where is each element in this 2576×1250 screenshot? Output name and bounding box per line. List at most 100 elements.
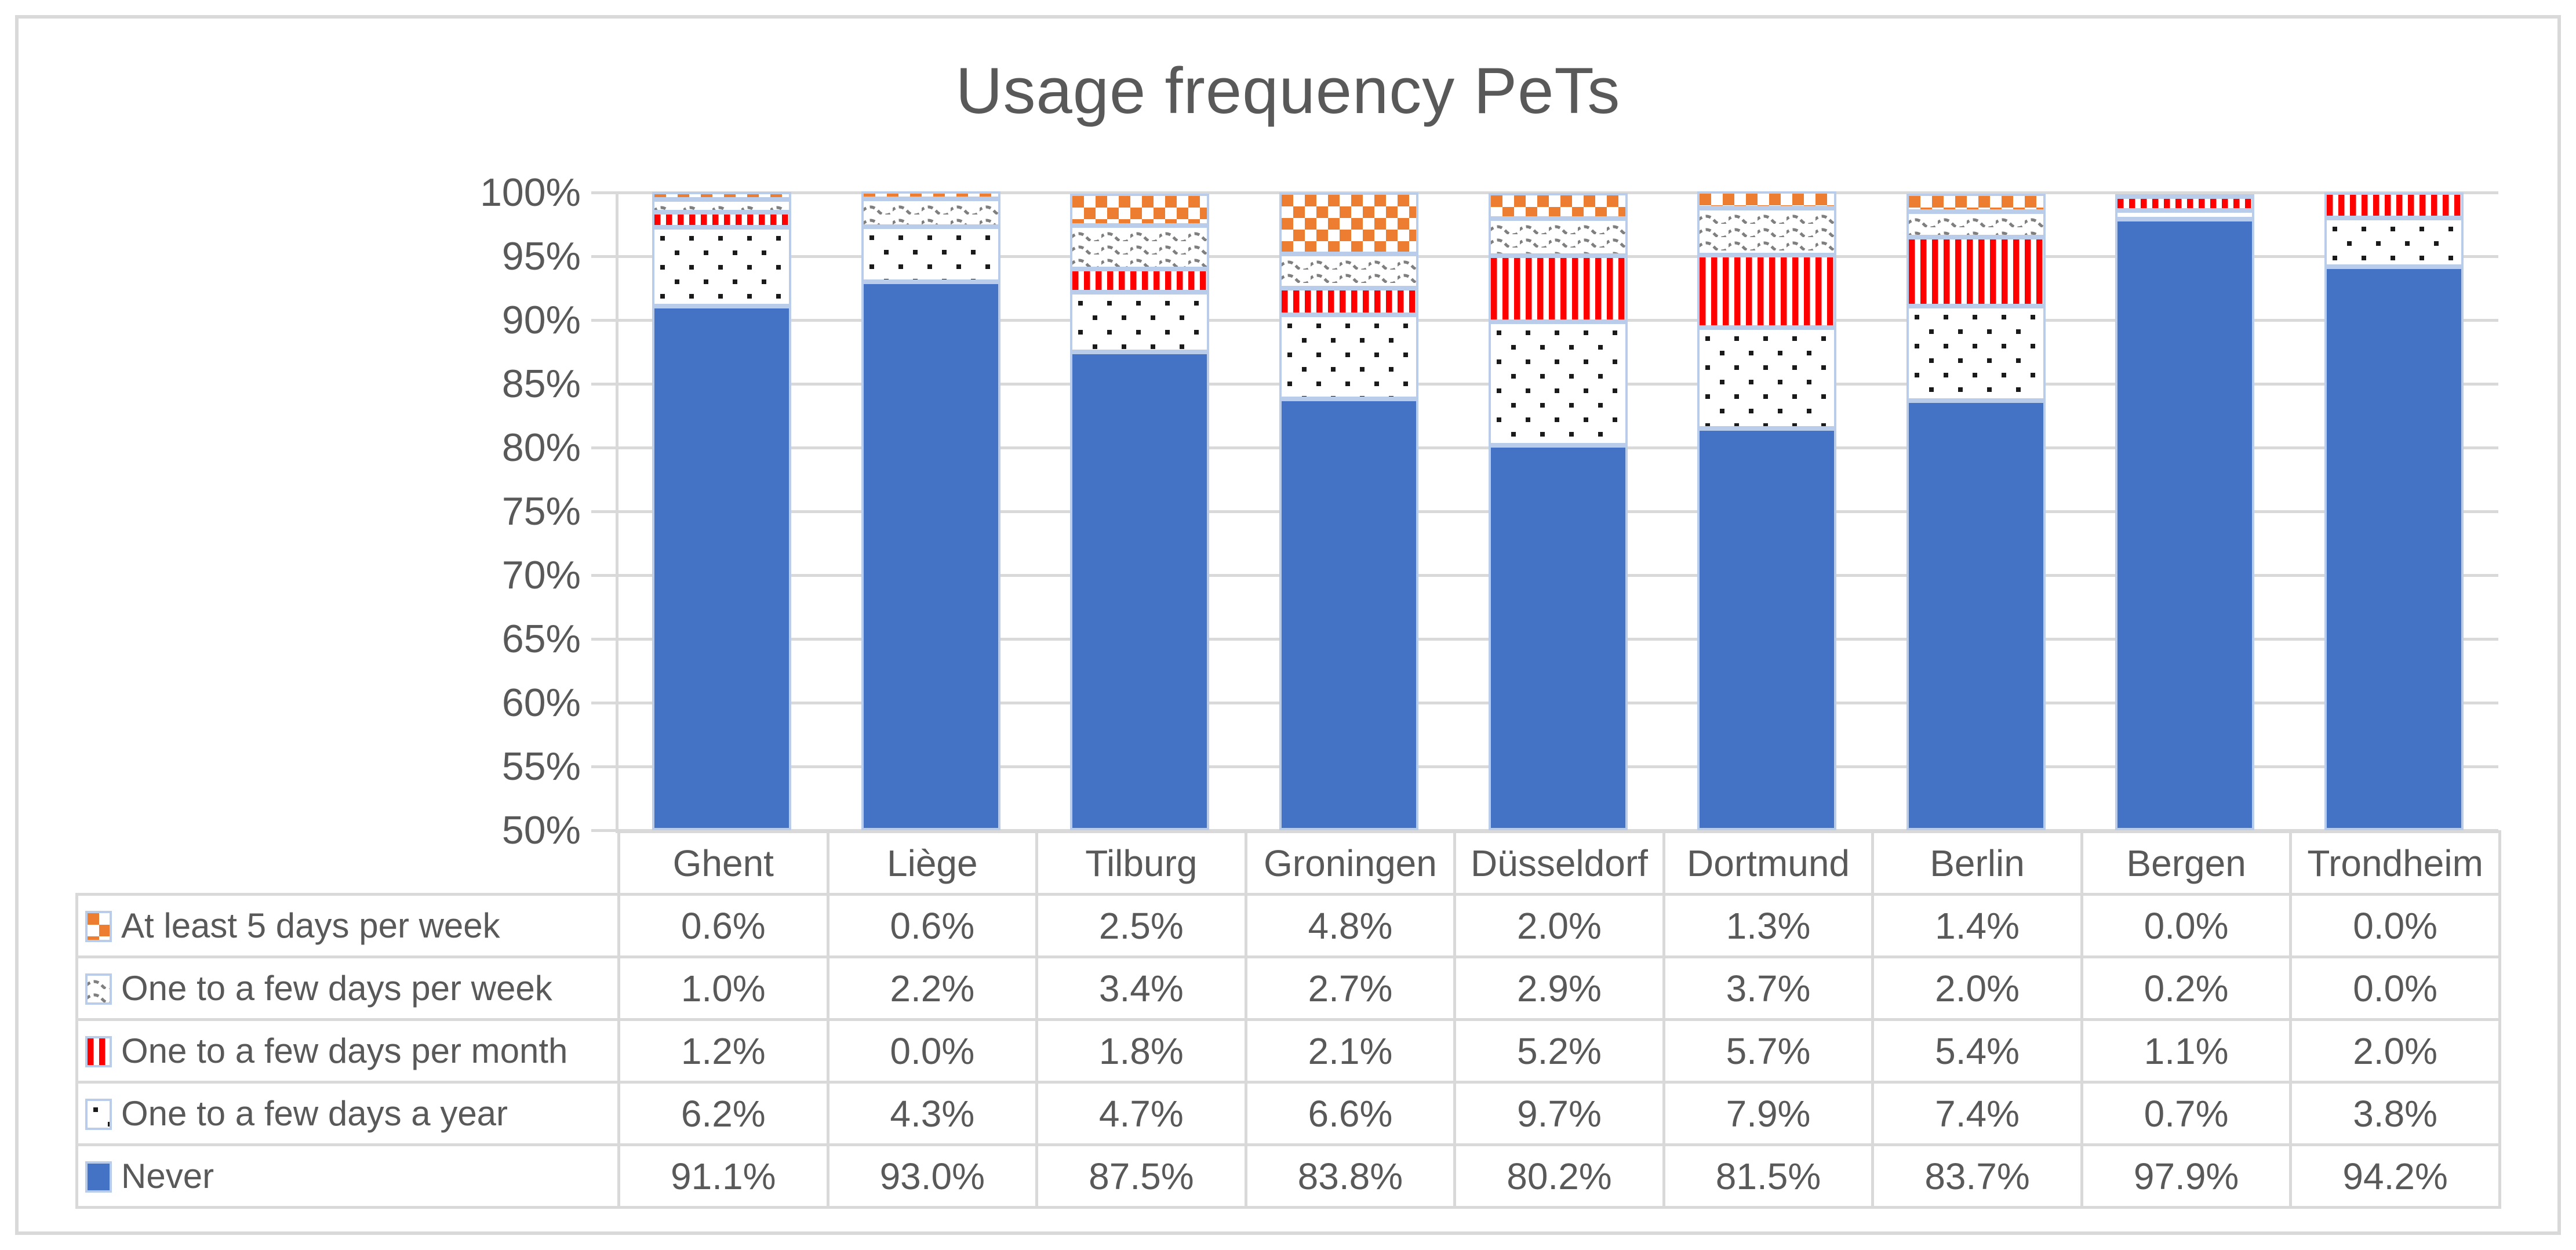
bar-segment-solid-ghent — [652, 306, 791, 830]
value-cell: 9.7% — [1453, 1081, 1665, 1146]
bar-segment-checker-groningen — [1279, 192, 1418, 254]
value-cell: 4.8% — [1244, 893, 1457, 958]
value-cell: 0.0% — [2289, 955, 2501, 1021]
dots-pattern-fill — [864, 229, 998, 279]
legend-swatch-solid-icon — [85, 1161, 112, 1193]
dots-pattern-fill — [2117, 213, 2252, 217]
bar-segment-checker-tilburg — [1070, 194, 1209, 226]
value-cell: 80.2% — [1453, 1143, 1665, 1209]
legend-label: At least 5 days per week — [121, 906, 500, 945]
bar-segment-stripes-düsseldorf — [1489, 256, 1628, 322]
value-cell: 83.7% — [1871, 1143, 2083, 1209]
checker-pattern-fill — [1282, 195, 1416, 252]
value-cell: 81.5% — [1662, 1143, 1875, 1209]
y-axis-label: 75% — [501, 489, 581, 533]
value-cell: 0.7% — [2080, 1081, 2293, 1146]
legend-cell: One to a few days per month — [75, 1018, 620, 1084]
y-axis-label: 100% — [480, 170, 581, 215]
value-cell: 0.6% — [826, 893, 1039, 958]
value-cell: 93.0% — [826, 1143, 1039, 1209]
stripes-pattern-fill — [1700, 257, 1834, 325]
stripes-pattern-fill — [1072, 271, 1207, 290]
value-cell: 0.6% — [617, 893, 829, 958]
value-cell: 87.5% — [1035, 1143, 1247, 1209]
bar-segment-wave-groningen — [1279, 254, 1418, 288]
y-axis-tick — [591, 510, 617, 513]
value-cell: 7.4% — [1871, 1081, 2083, 1146]
legend-cell: At least 5 days per week — [75, 893, 620, 958]
bar-segment-wave-berlin — [1906, 212, 2046, 237]
bar-segment-solid-liège — [861, 282, 1000, 830]
bar-segment-stripes-ghent — [652, 212, 791, 227]
city-header-dortmund: Dortmund — [1662, 830, 1875, 896]
dots-pattern-fill — [1700, 330, 1834, 426]
wave-pattern-fill — [1072, 228, 1207, 267]
dots-pattern-fill — [1491, 324, 1625, 443]
stripes-pattern-fill — [2117, 199, 2252, 208]
bar-segment-wave-liège — [861, 199, 1000, 227]
value-cell: 0.0% — [2080, 893, 2293, 958]
checker-pattern-fill — [1700, 194, 1834, 206]
bar-segment-dots-trondheim — [2324, 218, 2464, 267]
legend-cell: Never — [75, 1143, 620, 1209]
table-row: One to a few days per month 1.2% 0.0% 1.8% 2… — [75, 1018, 2501, 1084]
dots-pattern-fill — [1909, 308, 2043, 398]
bar-segment-solid-bergen — [2115, 219, 2254, 830]
table-row: One to a few days a year 6.2% 4.3% 4.7% 6.6%… — [75, 1081, 2501, 1146]
value-cell: 2.1% — [1244, 1018, 1457, 1084]
stripes-pattern-fill — [654, 215, 789, 225]
y-axis-tick — [591, 765, 617, 768]
value-cell: 97.9% — [2080, 1143, 2293, 1209]
stripes-pattern-fill — [1491, 258, 1625, 319]
bar-segment-wave-düsseldorf — [1489, 219, 1628, 256]
bar-segment-stripes-dortmund — [1697, 255, 1836, 328]
checker-pattern-fill — [1072, 196, 1207, 223]
legend-cell: One to a few days a year — [75, 1081, 620, 1146]
y-axis-tick — [591, 702, 617, 704]
bar-segment-dots-bergen — [2115, 210, 2254, 219]
legend-cell: One to a few days per week — [75, 955, 620, 1021]
chart-title: Usage frequency PeTs — [955, 54, 1621, 127]
legend-label: Never — [121, 1157, 214, 1196]
value-cell: 4.7% — [1035, 1081, 1247, 1146]
bar-segment-stripes-groningen — [1279, 288, 1418, 315]
bar-segment-solid-trondheim — [2324, 267, 2464, 830]
y-axis-tick — [591, 638, 617, 641]
y-axis-tick — [591, 574, 617, 577]
table-row: One to a few days per week 1.0% 2.2% 3.4% 2.… — [75, 955, 2501, 1021]
y-axis-label: 90% — [501, 298, 581, 342]
bar-segment-solid-berlin — [1906, 401, 2046, 830]
dots-pattern-fill — [2327, 220, 2461, 264]
table-corner-blank — [77, 832, 619, 895]
table-row: At least 5 days per week 0.6% 0.6% 2.5% 4.8%… — [75, 893, 2501, 958]
stripes-pattern-fill — [1282, 290, 1416, 312]
bar-segment-solid-düsseldorf — [1489, 445, 1628, 830]
y-axis-label: 85% — [501, 362, 581, 406]
value-cell: 2.2% — [826, 955, 1039, 1021]
value-cell: 2.0% — [1453, 893, 1665, 958]
checker-pattern-fill — [654, 194, 789, 197]
value-cell: 6.2% — [617, 1081, 829, 1146]
value-cell: 1.3% — [1662, 893, 1875, 958]
bar-segment-checker-ghent — [652, 192, 791, 199]
wave-pattern-fill — [1282, 256, 1416, 286]
value-cell: 5.4% — [1871, 1018, 2083, 1084]
stripes-pattern-fill — [2327, 195, 2461, 216]
stripes-pattern-fill — [1909, 239, 2043, 304]
y-axis-tick — [591, 191, 617, 194]
y-axis-tick — [591, 255, 617, 258]
y-axis-label: 55% — [501, 744, 581, 788]
wave-pattern-fill — [1909, 214, 2043, 235]
city-header-berlin: Berlin — [1871, 830, 2083, 896]
y-axis-label: 70% — [501, 553, 581, 597]
value-cell: 1.4% — [1871, 893, 2083, 958]
dots-pattern-fill — [654, 230, 789, 304]
legend-swatch-dots-icon — [85, 1099, 112, 1131]
value-cell: 7.9% — [1662, 1081, 1875, 1146]
y-axis-label: 95% — [501, 234, 581, 278]
y-axis-tick — [591, 319, 617, 322]
legend-label: One to a few days per month — [121, 1031, 568, 1070]
table-row: Never 91.1% 93.0% 87.5% 83.8% 80.2% 81.5% 83.7%… — [75, 1143, 2501, 1209]
y-axis-label: 65% — [501, 617, 581, 661]
